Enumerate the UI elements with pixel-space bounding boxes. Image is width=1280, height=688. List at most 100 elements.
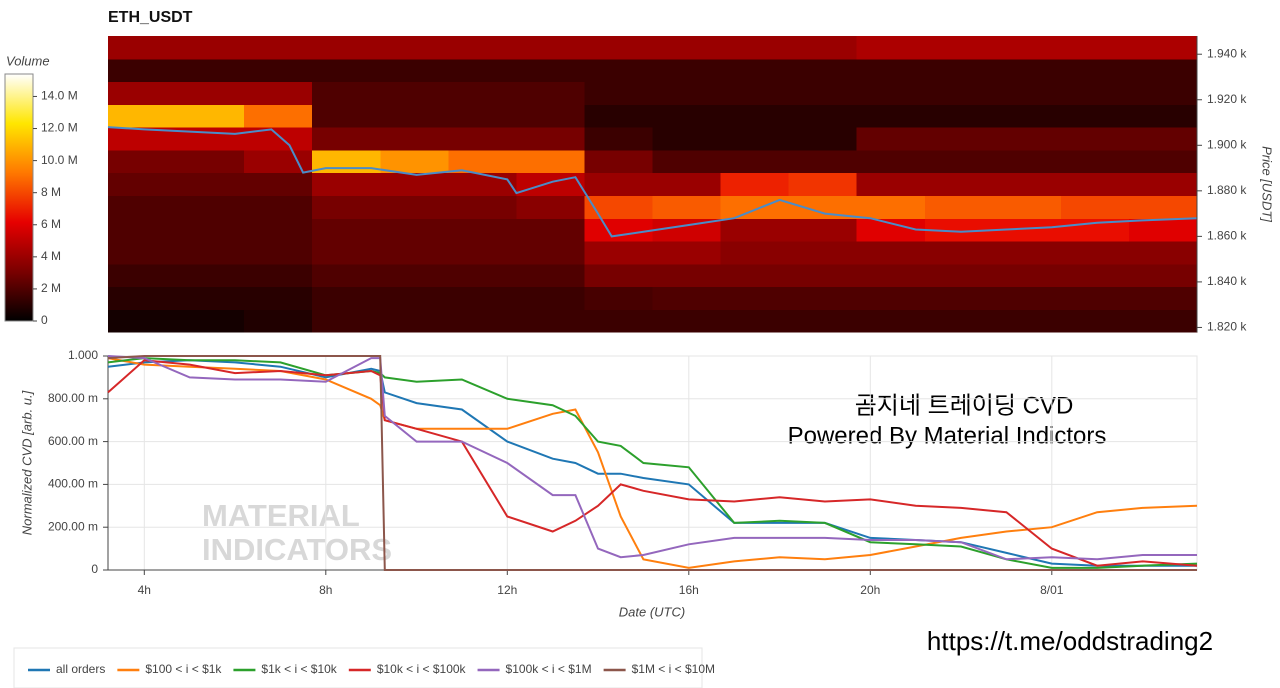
heatmap-cell: [244, 195, 313, 219]
heatmap-cell: [788, 81, 858, 105]
heatmap-cell: [108, 240, 177, 265]
heatmap-cell: [788, 309, 858, 333]
y-axis-label: Normalized CVD [arb. u.]: [19, 390, 34, 535]
heatmap-cell: [1060, 286, 1130, 310]
heatmap-cell: [176, 309, 245, 333]
legend-label[interactable]: all orders: [56, 662, 105, 676]
heatmap-cell: [108, 81, 177, 105]
heatmap-cell: [108, 127, 177, 151]
heatmap-cell: [244, 172, 313, 196]
heatmap-cell: [924, 81, 994, 105]
heatmap-cell: [584, 240, 654, 265]
heatmap-cell: [856, 240, 926, 265]
heatmap-cell: [176, 240, 245, 265]
heatmap-cell: [652, 286, 722, 310]
heatmap-cell: [1060, 309, 1130, 333]
heatmap-cell: [584, 218, 654, 242]
heatmap-cell: [992, 309, 1062, 333]
heatmap-cell: [924, 218, 994, 242]
heatmap-cell: [652, 240, 722, 265]
heatmap-cell: [244, 81, 313, 105]
annotation: Powered By Material Indictors: [788, 422, 1107, 449]
heatmap-cell: [720, 240, 790, 265]
heatmap-cell: [1128, 149, 1198, 174]
heatmap-cell: [380, 263, 449, 288]
heatmap-cell: [584, 58, 654, 83]
heatmap-cell: [108, 309, 177, 333]
heatmap-cell: [788, 218, 858, 242]
heatmap-cell: [312, 81, 381, 105]
heatmap-cell: [856, 172, 926, 196]
legend-label[interactable]: $10k < i < $100k: [377, 662, 467, 676]
heatmap-cell: [244, 309, 313, 333]
heatmap-cell: [1060, 36, 1130, 60]
heatmap-cell: [1060, 58, 1130, 83]
legend-label[interactable]: $100 < i < $1k: [145, 662, 222, 676]
y-tick-label: 1.920 k: [1207, 92, 1247, 106]
y-tick-label: 1.840 k: [1207, 274, 1247, 288]
heatmap-cell: [924, 127, 994, 151]
x-tick-label: 4h: [138, 583, 151, 597]
heatmap-cell: [856, 104, 926, 128]
heatmap-cell: [652, 81, 722, 105]
heatmap-cell: [584, 81, 654, 105]
heatmap-cell: [176, 286, 245, 310]
heatmap-cell: [516, 286, 586, 310]
colorbar: [4, 73, 34, 322]
heatmap-cell: [176, 81, 245, 105]
legend-label[interactable]: $100k < i < $1M: [506, 662, 592, 676]
heatmap-cell: [652, 195, 722, 219]
y-tick-label: 1.880 k: [1207, 183, 1247, 197]
heatmap-cell: [108, 36, 177, 60]
heatmap-cell: [992, 263, 1062, 288]
heatmap-cell: [1128, 36, 1198, 60]
legend-label[interactable]: $1M < i < $10M: [632, 662, 715, 676]
heatmap-cell: [516, 58, 586, 83]
heatmap-cell: [720, 104, 790, 128]
x-tick-label: 8/01: [1040, 583, 1064, 597]
y-tick-label: 1.820 k: [1207, 320, 1247, 334]
heatmap-cell: [652, 309, 722, 333]
heatmap-cell: [788, 36, 858, 60]
heatmap-cell: [312, 309, 381, 333]
heatmap-cell: [924, 195, 994, 219]
heatmap-cell: [312, 172, 381, 196]
heatmap-cell: [244, 58, 313, 83]
heatmap-cell: [584, 149, 654, 174]
heatmap-cell: [1060, 195, 1130, 219]
heatmap-cell: [448, 309, 517, 333]
heatmap-cell: [448, 286, 517, 310]
legend-label[interactable]: $1k < i < $10k: [261, 662, 337, 676]
heatmap-cell: [516, 195, 586, 219]
heatmap-cell: [788, 58, 858, 83]
colorbar-tick-label: 4 M: [41, 249, 61, 263]
heatmap-cell: [312, 36, 381, 60]
colorbar-tick-label: 0: [41, 313, 48, 327]
chart-title: ETH_USDT: [108, 9, 193, 26]
heatmap-cell: [448, 263, 517, 288]
heatmap-cell: [1128, 195, 1198, 219]
heatmap-cell: [720, 218, 790, 242]
heatmap-cell: [584, 36, 654, 60]
heatmap-cell: [380, 58, 449, 83]
heatmap-cell: [1128, 81, 1198, 105]
heatmap-cell: [856, 149, 926, 174]
y-tick-label: 0: [91, 562, 98, 576]
heatmap-cell: [516, 36, 586, 60]
heatmap-cell: [924, 36, 994, 60]
heatmap-cell: [312, 127, 381, 151]
heatmap-cell: [108, 195, 177, 219]
cvd-line: [107, 357, 1198, 569]
heatmap-cell: [108, 263, 177, 288]
heatmap-cell: [1128, 218, 1198, 242]
y-tick-label: 600.00 m: [48, 434, 98, 448]
watermark: INDICATORS: [202, 532, 392, 567]
heatmap-cell: [1060, 263, 1130, 288]
heatmap-cell: [516, 218, 586, 242]
heatmap-cell: [176, 104, 245, 128]
heatmap-cell: [244, 127, 313, 151]
heatmap-cell: [312, 240, 381, 265]
heatmap-cell: [584, 309, 654, 333]
colorbar-tick-label: 2 M: [41, 281, 61, 295]
heatmap-cell: [1060, 149, 1130, 174]
